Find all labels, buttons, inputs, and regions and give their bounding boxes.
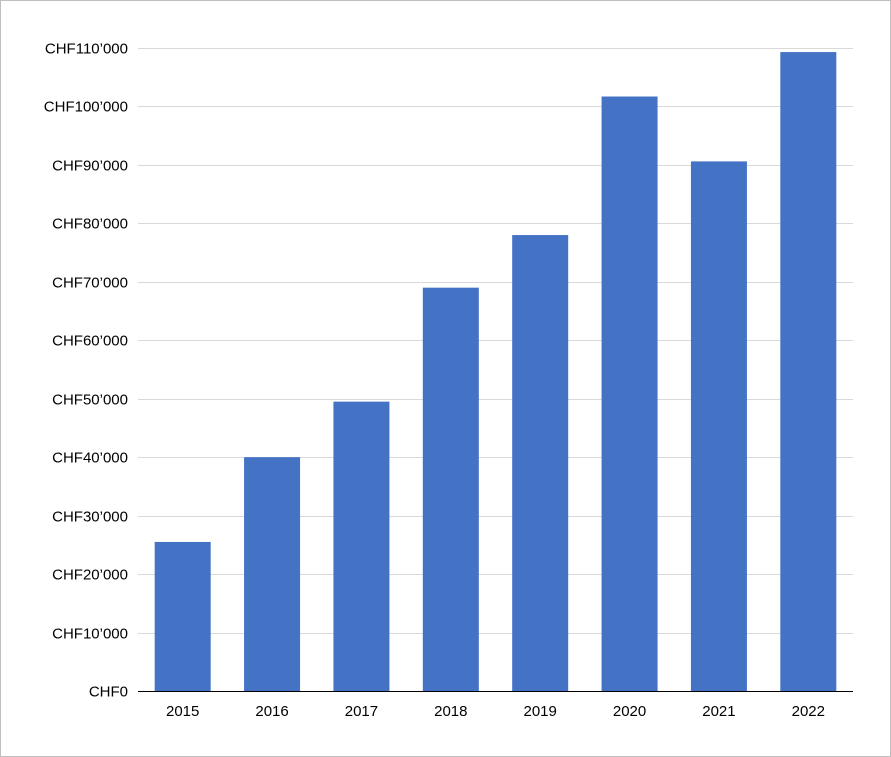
bar-2016 [244,457,301,691]
bar-2018 [422,287,479,691]
bars [154,52,837,692]
x-axis-tick-labels: 2015 2016 2017 2018 2019 2020 2021 2022 [166,703,825,720]
y-tick-label: CHF60’000 [52,333,128,350]
x-tick-label: 2015 [166,703,199,720]
y-tick-label: CHF80’000 [52,216,128,233]
x-tick-label: 2017 [345,703,378,720]
bar-2022 [780,52,837,692]
x-tick-label: 2018 [434,703,467,720]
y-tick-label: CHF70’000 [52,275,128,292]
bar-2019 [512,235,569,691]
x-tick-label: 2020 [613,703,646,720]
y-tick-label: CHF20’000 [52,567,128,584]
bar-2021 [690,161,747,691]
y-tick-label: CHF40’000 [52,450,128,467]
x-tick-label: 2019 [524,703,557,720]
y-tick-label: CHF110’000 [45,41,128,58]
bar-2017 [333,401,390,691]
y-tick-label: CHF10’000 [52,626,128,643]
y-tick-label: CHF90’000 [52,158,128,175]
y-tick-label: CHF100’000 [44,99,128,116]
y-tick-label: CHF30’000 [52,509,128,526]
x-tick-label: 2016 [255,703,288,720]
x-tick-label: 2022 [792,703,825,720]
y-axis-tick-labels: CHF0 CHF10’000 CHF20’000 CHF30’000 CHF40’000… [44,41,128,701]
y-tick-label: CHF50’000 [52,392,128,409]
x-tick-label: 2021 [702,703,735,720]
bar-2020 [601,96,658,691]
bar-2015 [154,541,211,691]
y-tick-label: CHF0 [89,684,128,701]
